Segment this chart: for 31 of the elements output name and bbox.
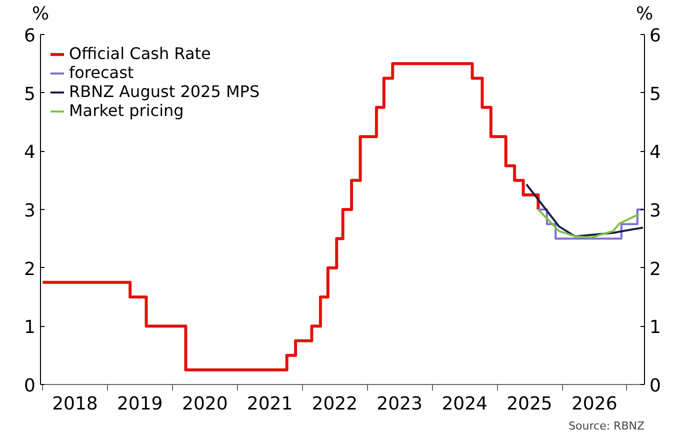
x-tick-label: 2022 bbox=[312, 394, 358, 414]
line-series bbox=[525, 183, 644, 238]
y-tick-label: 4 bbox=[24, 142, 36, 164]
y-tick-label: 3 bbox=[24, 200, 36, 222]
y2-tick-label: 4 bbox=[650, 142, 661, 164]
legend-label: Market pricing bbox=[69, 101, 184, 120]
y-tick-label: 5 bbox=[24, 84, 36, 105]
x-tick-label: 2020 bbox=[182, 394, 228, 414]
x-tick-label: 2026 bbox=[571, 394, 618, 414]
y2-axis-title: % bbox=[636, 4, 654, 24]
y2-tick-label: 3 bbox=[650, 200, 661, 222]
y-tick-label: 2 bbox=[24, 258, 36, 280]
x-tick-label: 2018 bbox=[52, 394, 98, 414]
y-tick-label: 6 bbox=[24, 26, 36, 46]
legend-label: forecast bbox=[69, 63, 134, 82]
x-tick-label: 2023 bbox=[376, 394, 422, 414]
y2-tick-label: 2 bbox=[650, 258, 661, 280]
x-tick-label: 2024 bbox=[442, 394, 488, 414]
y2-tick-label: 1 bbox=[650, 317, 661, 338]
y2-tick-label: 5 bbox=[650, 84, 661, 105]
y2-tick-label: 6 bbox=[650, 26, 661, 46]
legend-label: Official Cash Rate bbox=[69, 44, 211, 63]
y2-tick-label: 0 bbox=[650, 376, 661, 396]
x-tick-label: 2019 bbox=[116, 394, 163, 414]
source-note: Source: RBNZ bbox=[568, 420, 645, 432]
y-axis-title: % bbox=[32, 4, 50, 24]
y-tick-label: 0 bbox=[24, 376, 36, 396]
y-tick-label: 1 bbox=[24, 317, 36, 338]
legend-label: RBNZ August 2025 MPS bbox=[69, 82, 260, 101]
x-tick-label: 2021 bbox=[246, 394, 293, 414]
x-tick-label: 2025 bbox=[506, 394, 552, 414]
